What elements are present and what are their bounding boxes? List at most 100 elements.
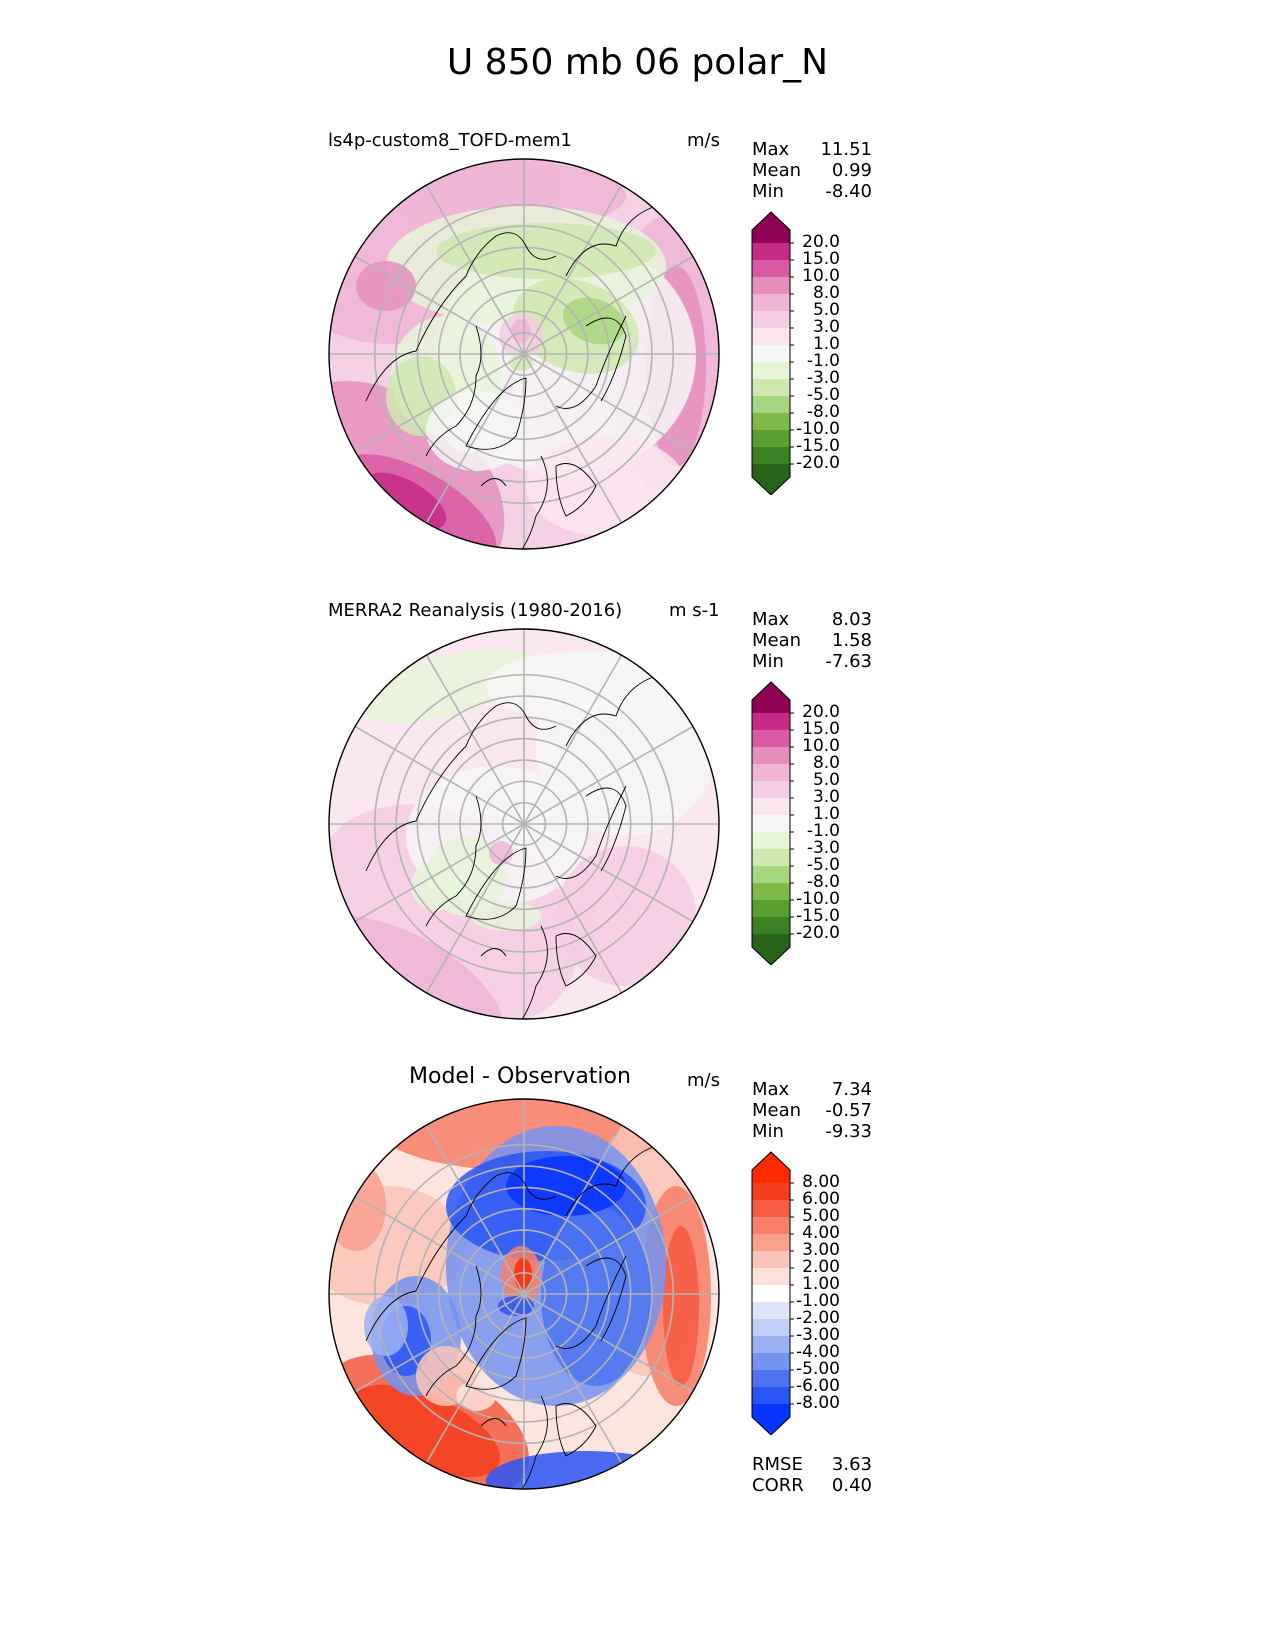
colorbar-tick-label: -5.00 <box>796 1359 840 1379</box>
colorbar-segment <box>752 345 790 362</box>
colorbar-top-extension <box>752 682 790 713</box>
colorbar-segment <box>752 294 790 311</box>
coastline <box>555 785 627 879</box>
longitude-line <box>523 654 623 825</box>
colorbar-tick-label: 15.0 <box>802 249 840 269</box>
colorbar-segment <box>752 1217 790 1234</box>
colorbar-tick-label: 8.00 <box>802 1172 840 1192</box>
colorbar-segment <box>752 328 790 345</box>
coastline <box>465 847 527 920</box>
stat-value: 7.34 <box>831 1079 872 1100</box>
colorbar-tick-label: 5.0 <box>812 770 840 790</box>
map-boundary <box>328 1098 720 1490</box>
colorbar-tick-label: -5.0 <box>806 855 840 875</box>
colorbar-outline <box>751 211 791 495</box>
colorbar-segment <box>752 849 790 866</box>
stat-value: 0.99 <box>831 160 872 181</box>
rmse-value: 3.63 <box>831 1454 872 1475</box>
stat-value: -0.57 <box>825 1100 872 1121</box>
longitude-line <box>523 353 694 453</box>
colorbar-segment <box>752 713 790 730</box>
longitude-line <box>354 255 525 355</box>
colorbar-tick-label: 4.00 <box>802 1223 840 1243</box>
coastline <box>520 455 548 549</box>
coastline <box>555 1255 627 1349</box>
field-contour <box>506 1156 626 1216</box>
colorbar-tick-label: -3.00 <box>796 1325 840 1345</box>
coastline <box>425 795 482 927</box>
colorbar-segment <box>752 1319 790 1336</box>
longitude-line <box>354 823 525 923</box>
coastline <box>425 1265 482 1397</box>
field-contour <box>526 436 686 536</box>
coastline <box>555 315 627 409</box>
colorbar-tick-label: -6.00 <box>796 1376 840 1396</box>
colorbar-bottom-extension <box>752 1404 790 1435</box>
longitude-line <box>523 1195 694 1295</box>
colorbar-tick-label: -3.0 <box>806 368 840 388</box>
colorbar-segment <box>752 413 790 430</box>
colorbar-diff <box>751 1151 794 1435</box>
longitude-line <box>354 725 525 825</box>
colorbar-tick-label: -15.0 <box>796 436 840 456</box>
colorbar-tick-label: -2.00 <box>796 1308 840 1328</box>
coastline <box>555 933 597 987</box>
stat-value: 11.51 <box>820 139 872 160</box>
longitude-line <box>354 1195 525 1295</box>
stat-label: Mean <box>752 630 802 651</box>
colorbar-segment <box>752 832 790 849</box>
coastline <box>520 925 548 1019</box>
longitude-line <box>425 1124 525 1295</box>
colorbar-obs <box>751 681 794 965</box>
longitude-line <box>523 823 623 994</box>
colorbar-bottom-extension <box>752 464 790 495</box>
colorbar-segment <box>752 1353 790 1370</box>
colorbar-segment <box>752 764 790 781</box>
coastline <box>555 463 597 517</box>
field-contour <box>663 1226 699 1386</box>
colorbar-tick-label: 20.0 <box>802 702 840 722</box>
colorbar-tick-label: 8.0 <box>812 283 840 303</box>
longitude-line <box>523 1293 623 1464</box>
coastline <box>365 235 497 402</box>
colorbar-tick-label: 5.00 <box>802 1206 840 1226</box>
panel-title-obs: MERRA2 Reanalysis (1980-2016) <box>328 600 623 621</box>
coastline <box>480 1418 507 1427</box>
corr-label: CORR <box>752 1475 804 1496</box>
longitude-line <box>523 823 694 923</box>
colorbar-tick-label: 6.00 <box>802 1189 840 1209</box>
colorbar-segment <box>752 379 790 396</box>
field-contour <box>364 1296 408 1356</box>
colorbar-segment <box>752 1200 790 1217</box>
stat-label: Mean <box>752 1100 802 1121</box>
colorbar-segment <box>752 900 790 917</box>
stat-value: -9.33 <box>825 1121 872 1142</box>
coastline <box>495 232 557 260</box>
stat-value: 1.58 <box>831 630 872 651</box>
colorbar-tick-label: -3.0 <box>806 838 840 858</box>
colorbar-segment <box>752 1370 790 1387</box>
field-contour <box>514 1258 532 1290</box>
colorbar-tick-label: 2.00 <box>802 1257 840 1277</box>
coastline <box>495 1172 557 1200</box>
colorbar-tick-label: -1.0 <box>806 821 840 841</box>
colorbar-segment <box>752 243 790 260</box>
coastline <box>565 1145 657 1217</box>
field-contour <box>556 846 696 986</box>
panel-title-diff: Model - Observation <box>409 1064 631 1089</box>
panel-units-obs: m s-1 <box>669 600 720 621</box>
stat-label: Min <box>752 1121 784 1142</box>
colorbar-segment <box>752 1302 790 1319</box>
stat-label: Mean <box>752 160 802 181</box>
coastline <box>565 205 657 277</box>
colorbar-tick-label: -8.00 <box>796 1393 840 1413</box>
coastline <box>425 325 482 457</box>
coastline <box>585 1257 627 1342</box>
colorbar-segment <box>752 447 790 464</box>
field-contour <box>489 841 513 865</box>
colorbar-segment <box>752 1234 790 1251</box>
colorbar-segment <box>752 781 790 798</box>
stat-label: Max <box>752 139 790 160</box>
colorbar-tick-label: 3.0 <box>812 787 840 807</box>
stat-value: -7.63 <box>825 651 872 672</box>
